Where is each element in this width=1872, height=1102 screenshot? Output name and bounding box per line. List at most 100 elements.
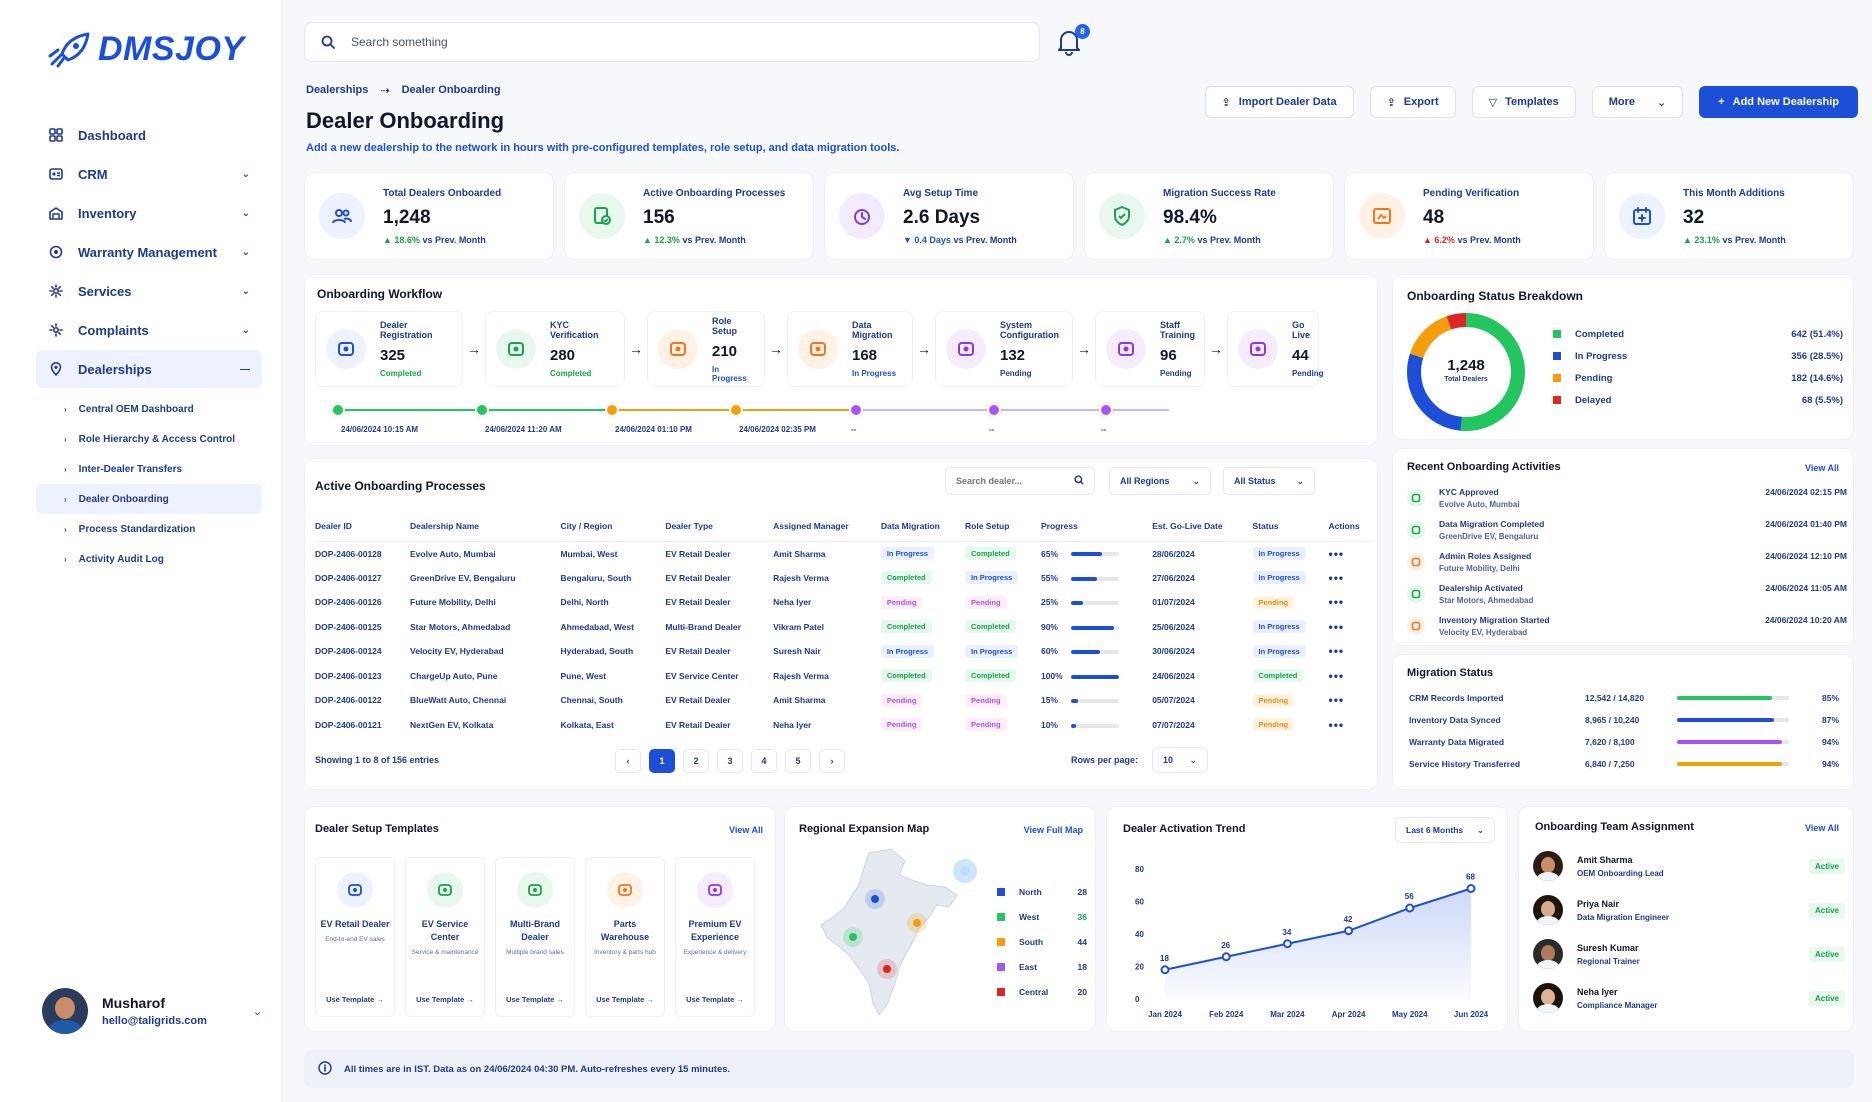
more-actions-icon[interactable]: •••	[1328, 595, 1345, 610]
template-card[interactable]: EV Retail Dealer End-to-end EV sales Use T…	[315, 857, 395, 1017]
table-row[interactable]: DOP-2406-00125 Star Motors, Ahmedabad Ahme…	[315, 615, 1373, 640]
more-actions-icon[interactable]: •••	[1328, 668, 1345, 683]
sidebar-item-services[interactable]: Services ⌄	[36, 272, 262, 310]
kpi-month-additions[interactable]: This Month Additions 32 ▲ 23.1% vs Prev. M…	[1604, 172, 1854, 260]
activity-item[interactable]: Dealership Activated Star Motors, Ahmedab…	[1407, 583, 1847, 605]
column-header[interactable]: City / Region	[560, 511, 666, 542]
view-full-map-link[interactable]: View Full Map	[1023, 825, 1083, 835]
kpi-avg-setup-time[interactable]: Avg Setup Time 2.6 Days ▼ 0.4 Days vs Prev…	[824, 172, 1074, 260]
activity-item[interactable]: Data Migration Completed GreenDrive EV, B…	[1407, 519, 1847, 541]
rows-per-page-select[interactable]: 10 ⌄	[1152, 747, 1209, 773]
brand-logo[interactable]: DMSJOY	[48, 30, 245, 69]
more-dropdown[interactable]: More ⌄	[1591, 86, 1684, 118]
cell-dealer-id[interactable]: DOP-2406-00125	[315, 621, 382, 632]
use-template-link[interactable]: Use Template →	[506, 995, 564, 1004]
submenu-dealer-onboarding[interactable]: › Dealer Onboarding	[36, 484, 262, 514]
activity-item[interactable]: Inventory Migration Started Velocity EV, …	[1407, 615, 1847, 637]
workflow-step[interactable]: Dealer Registration 325 Completed	[315, 311, 463, 387]
view-all-link[interactable]: View All	[728, 825, 763, 835]
team-member[interactable]: Neha Iyer Compliance Manager Active	[1533, 983, 1845, 1013]
column-header[interactable]: Assigned Manager	[773, 511, 881, 542]
team-member[interactable]: Amit Sharma OEM Onboarding Lead Active	[1533, 851, 1845, 881]
kpi-total-dealers[interactable]: Total Dealers Onboarded 1,248 ▲ 18.6% vs P…	[304, 172, 554, 260]
submenu-role-hierarchy[interactable]: › Role Hierarchy & Access Control	[36, 424, 262, 454]
cell-dealer-id[interactable]: DOP-2406-00121	[315, 719, 382, 730]
sidebar-item-complaints[interactable]: Complaints ⌄	[36, 311, 262, 349]
submenu-process-standardization[interactable]: › Process Standardization	[36, 514, 262, 544]
more-actions-icon[interactable]: •••	[1328, 570, 1345, 585]
column-header[interactable]: Actions	[1328, 511, 1373, 542]
india-map[interactable]	[799, 845, 989, 1025]
region-filter-select[interactable]: All Regions ⌄	[1109, 467, 1211, 495]
cell-dealer-id[interactable]: DOP-2406-00123	[315, 670, 382, 681]
trend-range-select[interactable]: Last 6 Months ⌄	[1395, 817, 1495, 843]
use-template-link[interactable]: Use Template →	[596, 995, 654, 1004]
use-template-link[interactable]: Use Template →	[686, 995, 744, 1004]
workflow-step[interactable]: Go Live 44 Pending	[1227, 311, 1324, 387]
page-button[interactable]: 3	[717, 749, 743, 773]
submenu-central-oem-dashboard[interactable]: › Central OEM Dashboard	[36, 394, 262, 424]
workflow-step[interactable]: System Configuration 132 Pending	[935, 311, 1073, 387]
page-button[interactable]: 5	[785, 749, 811, 773]
activity-item[interactable]: Admin Roles Assigned Future Mobility, Del…	[1407, 551, 1847, 573]
template-card[interactable]: Multi-Brand Dealer Multiple brand sales Us…	[495, 857, 575, 1017]
table-row[interactable]: DOP-2406-00124 Velocity EV, Hyderabad Hyde…	[315, 639, 1373, 664]
status-filter-select[interactable]: All Status ⌄	[1223, 467, 1315, 495]
table-row[interactable]: DOP-2406-00122 BlueWatt Auto, Chennai Chen…	[315, 688, 1373, 713]
more-actions-icon[interactable]: •••	[1328, 644, 1345, 659]
view-all-link[interactable]: View All	[1804, 823, 1839, 833]
column-header[interactable]: Dealer Type	[665, 511, 774, 542]
more-actions-icon[interactable]: •••	[1328, 717, 1345, 732]
user-profile[interactable]: Musharof hello@taligrids.com ⌄	[42, 988, 262, 1034]
submenu-activity-audit-log[interactable]: › Activity Audit Log	[36, 544, 262, 574]
column-header[interactable]: Role Setup	[965, 511, 1041, 542]
use-template-link[interactable]: Use Template →	[416, 995, 474, 1004]
column-header[interactable]: Progress	[1040, 511, 1153, 542]
cell-dealer-id[interactable]: DOP-2406-00122	[315, 695, 382, 706]
page-button[interactable]: 2	[683, 749, 709, 773]
view-all-link[interactable]: View All	[1804, 463, 1839, 473]
import-dealer-data-button[interactable]: ⇪ Import Dealer Data	[1204, 86, 1354, 118]
table-row[interactable]: DOP-2406-00121 NextGen EV, Kolkata Kolkata…	[315, 713, 1373, 738]
dealer-search-input[interactable]	[956, 476, 1066, 486]
table-row[interactable]: DOP-2406-00126 Future Mobility, Delhi Delh…	[315, 590, 1373, 615]
page-button[interactable]: 4	[751, 749, 777, 773]
template-card[interactable]: EV Service Center Service & maintenance Us…	[405, 857, 485, 1017]
template-card[interactable]: Premium EV Experience Experience & delive…	[675, 857, 755, 1017]
table-row[interactable]: DOP-2406-00127 GreenDrive EV, Bengaluru Be…	[315, 566, 1373, 591]
page-button[interactable]: 1	[649, 749, 675, 773]
more-actions-icon[interactable]: •••	[1328, 546, 1345, 561]
workflow-step[interactable]: Data Migration 168 In Progress	[787, 311, 913, 387]
team-member[interactable]: Priya Nair Data Migration Engineer Active	[1533, 895, 1845, 925]
breadcrumb-dealerships[interactable]: Dealerships	[306, 84, 369, 96]
global-search[interactable]	[304, 22, 1040, 62]
export-button[interactable]: ⇪ Export	[1369, 86, 1456, 118]
chevron-down-icon[interactable]: ⌄	[252, 1005, 262, 1018]
more-actions-icon[interactable]: •••	[1328, 693, 1345, 708]
kpi-active-processes[interactable]: Active Onboarding Processes 156 ▲ 12.3% vs…	[564, 172, 814, 260]
use-template-link[interactable]: Use Template →	[326, 995, 384, 1004]
cell-dealer-id[interactable]: DOP-2406-00126	[315, 597, 382, 608]
workflow-step[interactable]: Role Setup 210 In Progress	[647, 311, 765, 387]
notifications-button[interactable]: 8	[1056, 24, 1090, 58]
cell-dealer-id[interactable]: DOP-2406-00127	[315, 572, 382, 583]
column-header[interactable]: Data Migration	[880, 511, 966, 542]
sidebar-item-inventory[interactable]: Inventory ⌄	[36, 194, 262, 232]
page-button[interactable]: ›	[819, 749, 845, 773]
workflow-step[interactable]: Staff Training 96 Pending	[1095, 311, 1205, 387]
column-header[interactable]: Dealer ID	[315, 511, 411, 542]
more-actions-icon[interactable]: •••	[1328, 619, 1345, 634]
template-card[interactable]: Parts Warehouse Inventory & parts hub Use …	[585, 857, 665, 1017]
table-row[interactable]: DOP-2406-00123 ChargeUp Auto, Pune Pune, W…	[315, 664, 1373, 689]
page-button[interactable]: ‹	[615, 749, 641, 773]
kpi-migration-success[interactable]: Migration Success Rate 98.4% ▲ 2.7% vs Pre…	[1084, 172, 1334, 260]
kpi-pending-verification[interactable]: Pending Verification 48 ▲ 6.2% vs Prev. Mo…	[1344, 172, 1594, 260]
search-input[interactable]	[351, 35, 951, 49]
column-header[interactable]: Dealership Name	[410, 511, 561, 542]
cell-dealer-id[interactable]: DOP-2406-00128	[315, 548, 382, 559]
add-new-dealership-button[interactable]: + Add New Dealership	[1699, 86, 1858, 118]
sidebar-item-dealerships[interactable]: Dealerships —	[36, 350, 262, 388]
team-member[interactable]: Suresh Kumar Regional Trainer Active	[1533, 939, 1845, 969]
activity-item[interactable]: KYC Approved Evolve Auto, Mumbai 24/06/202…	[1407, 487, 1847, 509]
sidebar-item-crm[interactable]: CRM ⌄	[36, 155, 262, 193]
